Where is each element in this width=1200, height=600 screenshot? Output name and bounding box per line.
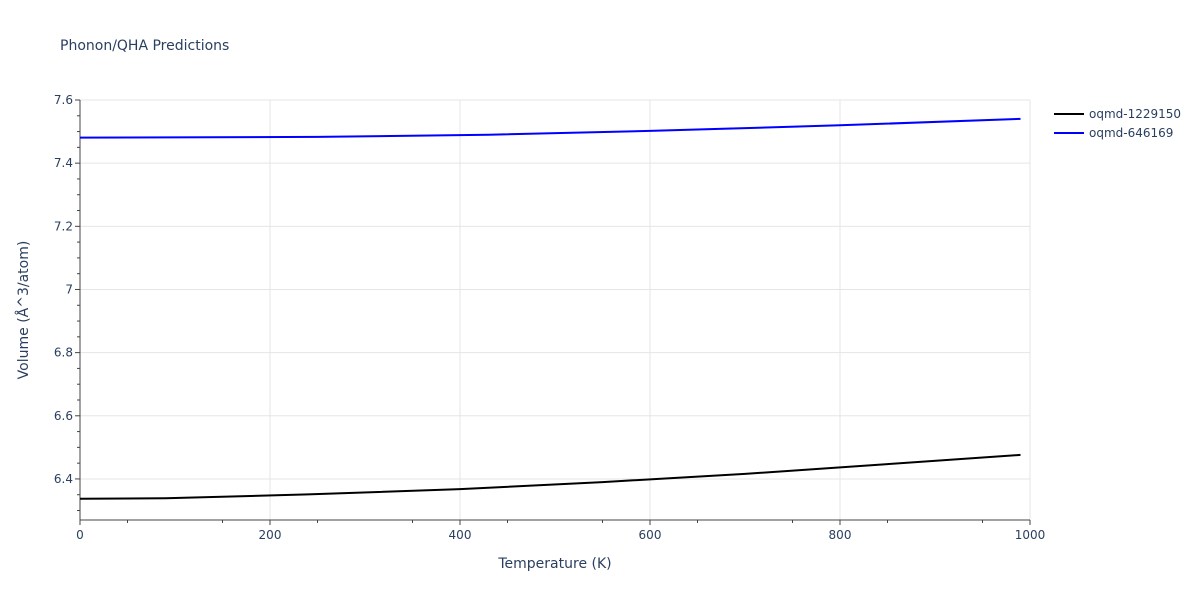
y-tick-label: 6.6 bbox=[54, 409, 73, 423]
series-lines bbox=[79, 117, 1021, 500]
y-tick-label: 6.4 bbox=[54, 472, 73, 486]
y-axis-title: Volume (Å^3/atom) bbox=[15, 241, 32, 380]
x-tick-label: 400 bbox=[449, 528, 472, 542]
y-tick-label: 7.4 bbox=[54, 156, 73, 170]
y-tick-label: 6.8 bbox=[54, 346, 73, 360]
legend-item-oqmd-1229150[interactable]: oqmd-1229150 bbox=[1054, 107, 1181, 121]
series-line-oqmd-646169 bbox=[79, 117, 1021, 139]
x-tick-labels: 0 200 400 600 800 1000 bbox=[76, 528, 1045, 542]
series-line-oqmd-1229150 bbox=[79, 453, 1021, 500]
legend-item-oqmd-646169[interactable]: oqmd-646169 bbox=[1054, 126, 1173, 140]
x-tick-label: 0 bbox=[76, 528, 84, 542]
x-axis-title: Temperature (K) bbox=[497, 556, 611, 572]
x-tick-label: 200 bbox=[259, 528, 282, 542]
legend-label: oqmd-646169 bbox=[1089, 126, 1173, 140]
y-tick-label: 7.2 bbox=[54, 219, 73, 233]
x-tick-label: 600 bbox=[639, 528, 662, 542]
y-minor-ticks bbox=[75, 99, 80, 512]
legend-label: oqmd-1229150 bbox=[1089, 107, 1181, 121]
x-gridlines bbox=[269, 100, 1031, 520]
plot-background bbox=[80, 100, 1030, 520]
y-tick-label: 7.6 bbox=[54, 93, 73, 107]
chart-title: Phonon/QHA Predictions bbox=[60, 38, 229, 54]
y-tick-labels: 6.4 6.6 6.8 7 7.2 7.4 7.6 bbox=[54, 93, 73, 486]
y-tick-label: 7 bbox=[65, 282, 73, 296]
x-tick-label: 1000 bbox=[1015, 528, 1046, 542]
x-tick-label: 800 bbox=[829, 528, 852, 542]
y-gridlines bbox=[80, 99, 1030, 480]
legend[interactable]: oqmd-1229150 oqmd-646169 bbox=[1054, 107, 1181, 140]
x-minor-ticks bbox=[79, 520, 1031, 525]
